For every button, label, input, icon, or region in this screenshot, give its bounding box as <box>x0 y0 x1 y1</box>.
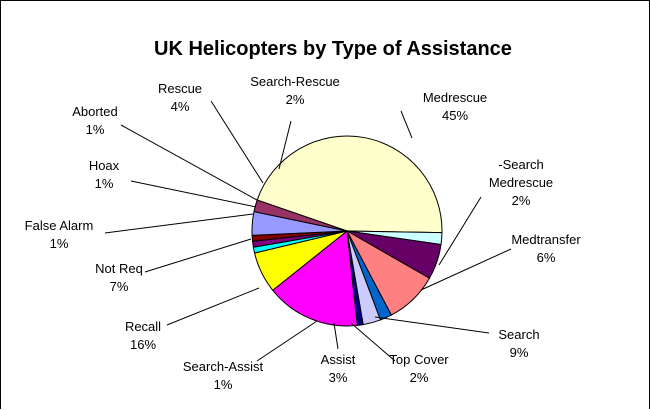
label-false-alarm: False Alarm 1% <box>25 218 94 251</box>
label-not-req: Not Req 7% <box>95 261 143 294</box>
slice-search-rescue <box>253 199 348 232</box>
leader-false-alarm <box>104 213 254 234</box>
leader-search-medrescue <box>438 196 482 266</box>
chart-title: UK Helicopters by Type of Assistance <box>154 38 512 60</box>
label-rescue: Rescue 4% <box>158 81 202 114</box>
leader-not-req <box>144 238 252 273</box>
label-search-medrescue: -Search Medrescue 2% <box>489 157 553 208</box>
leader-search <box>374 316 490 334</box>
label-recall: Recall 16% <box>125 319 161 352</box>
label-top-cover: Top Cover 2% <box>389 352 449 385</box>
label-assist: Assist 3% <box>321 352 356 385</box>
leader-rescue <box>210 100 264 184</box>
label-aborted: Aborted 1% <box>72 104 118 137</box>
leader-search-assist <box>256 320 318 362</box>
leader-recall <box>166 287 260 326</box>
leader-medrescue <box>400 110 413 139</box>
leader-assist <box>333 322 339 350</box>
leader-aborted <box>120 124 258 201</box>
pie-slices <box>251 135 443 327</box>
label-medrescue: Medrescue 45% <box>423 90 487 123</box>
label-search: Search 9% <box>498 327 539 360</box>
leader-lines <box>104 100 512 362</box>
label-medtransfer: Medtransfer 6% <box>511 232 581 265</box>
label-hoax: Hoax 1% <box>89 158 120 191</box>
leader-hoax <box>130 180 257 208</box>
label-search-rescue: Search-Rescue 2% <box>250 74 340 107</box>
slice-medrescue <box>256 135 443 234</box>
leader-search-rescue <box>278 120 292 170</box>
slice-recall <box>272 230 358 327</box>
slice-labels: Medrescue 45% -Search Medrescue 2% Medtransfe… <box>25 74 582 392</box>
leader-medtransfer <box>420 248 512 291</box>
label-search-assist: Search-Assist 1% <box>183 359 264 392</box>
leader-top-cover <box>350 322 396 362</box>
